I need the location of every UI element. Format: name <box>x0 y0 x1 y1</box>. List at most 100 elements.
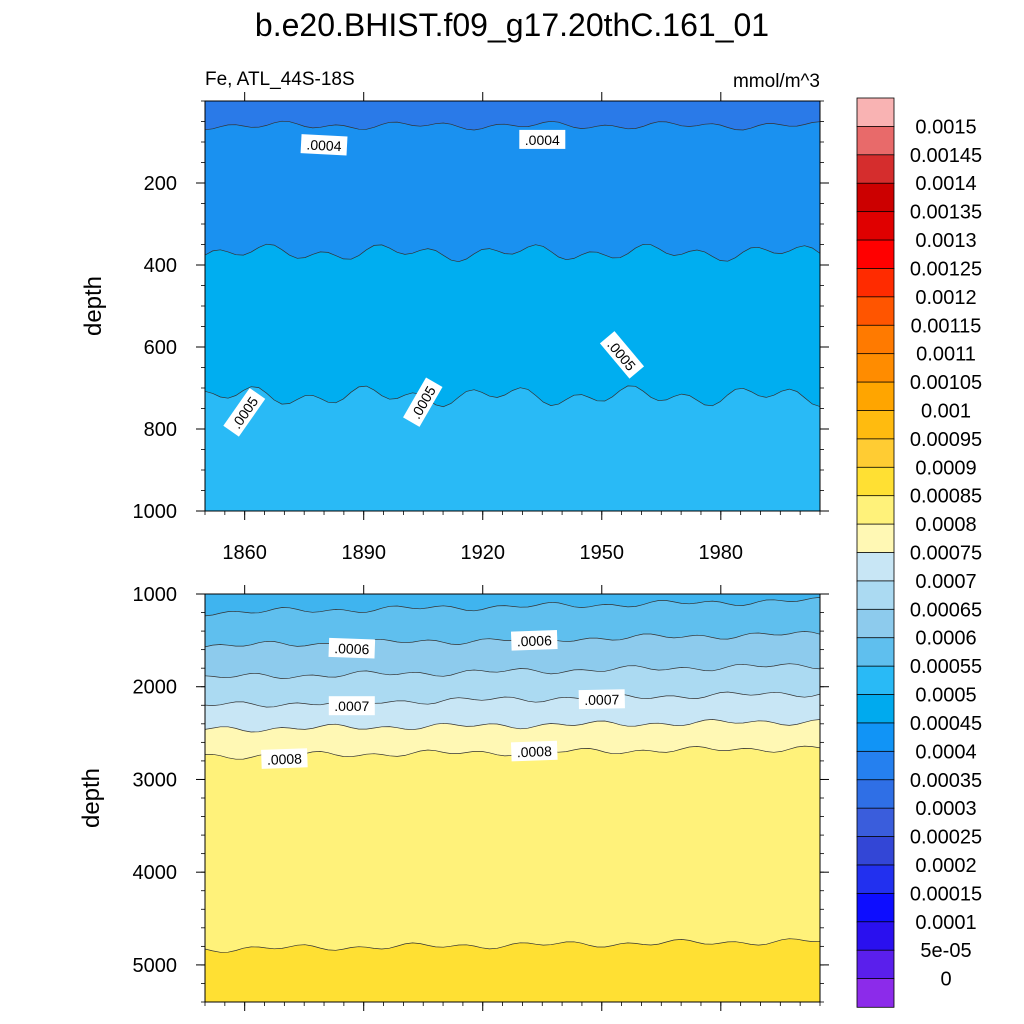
colorbar-swatch <box>856 807 895 838</box>
colorbar-swatch <box>856 182 895 213</box>
colorbar-swatch <box>856 552 895 582</box>
contour-band <box>205 938 820 1002</box>
y-tick-label: 2000 <box>133 677 178 699</box>
colorbar-level-label: 0.00065 <box>910 599 982 621</box>
colorbar-level-label: 0.00015 <box>910 883 982 905</box>
colorbar-swatch <box>856 722 895 753</box>
colorbar-level-label: 0.0006 <box>915 628 976 650</box>
colorbar-swatch <box>856 353 895 383</box>
contour-label-text: .0007 <box>334 698 369 714</box>
colorbar-level-label: 0.001 <box>921 401 971 423</box>
colorbar-swatch <box>856 921 895 951</box>
contour-label: .0008 <box>261 748 308 769</box>
contour-label: .0004 <box>519 129 566 149</box>
colorbar-swatch <box>856 466 895 497</box>
contour-line <box>205 938 820 953</box>
contour-label-bg <box>599 331 645 379</box>
y-tick-label: 1000 <box>133 501 178 523</box>
colorbar-level-label: 0.0011 <box>916 344 976 366</box>
colorbar-level-label: 0.00025 <box>910 827 982 849</box>
contour-label: .0007 <box>578 689 625 710</box>
colorbar-swatch <box>856 324 895 355</box>
colorbar-swatch <box>856 296 895 326</box>
colorbar-level-label: 0.00115 <box>911 315 982 337</box>
region-label: Fe, ATL_44S-18S <box>205 69 355 90</box>
contour-label-text: .0004 <box>525 132 560 148</box>
contour-label-bg <box>510 630 558 651</box>
colorbar-swatch <box>856 665 895 696</box>
contour-label-bg <box>519 129 566 149</box>
lower-contour-lines <box>205 597 820 953</box>
colorbar-level-label: 0.0002 <box>915 855 976 877</box>
lower-contour-fills <box>205 594 820 1002</box>
colorbar-swatch <box>856 410 895 440</box>
colorbar-swatch <box>856 750 895 781</box>
colorbar-swatch <box>856 523 895 554</box>
contour-label-bg <box>328 696 375 716</box>
contour-label: .0006 <box>328 637 376 659</box>
colorbar-level-label: 0.0015 <box>915 116 976 138</box>
upper-panel: .0004.0004.0005.0005.0005 1860 1890 1920 19… <box>80 92 829 564</box>
x-tick-label: 1950 <box>580 542 625 564</box>
colorbar-level-label: 0.0003 <box>915 798 976 820</box>
lower-y-axis-label: depth <box>78 768 105 828</box>
lower-x-ticks <box>204 585 821 1011</box>
colorbar-level-label: 0.00105 <box>910 372 982 394</box>
contour-label: .0005 <box>403 377 443 427</box>
colorbar-level-label: 0.0005 <box>915 685 976 707</box>
lower-contour-labels: .0006 .0006 .0007 .0007 .0008 .0008 <box>261 630 625 769</box>
colorbar-swatch <box>856 580 895 611</box>
contour-label-text: .0008 <box>267 750 303 767</box>
units-label: mmol/m^3 <box>733 71 820 92</box>
x-tick-label: 1980 <box>699 542 744 564</box>
colorbar-level-label: 0.00135 <box>910 202 982 224</box>
y-tick-label: 4000 <box>133 862 178 884</box>
colorbar-level-label: 0.00085 <box>910 486 982 508</box>
upper-contour-fills <box>205 101 820 511</box>
contour-label-bg <box>578 689 625 710</box>
contour-line <box>205 597 820 617</box>
contour-label-text: .0006 <box>517 632 553 649</box>
colorbar-swatch <box>856 694 895 724</box>
colorbar-level-label: 0.00095 <box>910 429 982 451</box>
contour-label-text: .0006 <box>334 640 370 657</box>
colorbar: 0.0015 0.00145 0.0014 0.00135 0.0013 0.00125 0… <box>856 97 982 1008</box>
colorbar-level-label: 0.0012 <box>915 287 976 309</box>
contour-label-bg <box>510 740 558 762</box>
chart-title: b.e20.BHIST.f09_g17.20thC.161_01 <box>255 7 769 43</box>
upper-y-ticks: 200 400 600 800 1000 <box>133 100 829 523</box>
contour-band <box>205 746 820 1002</box>
upper-contour-lines <box>205 120 820 408</box>
colorbar-swatch <box>856 836 895 866</box>
y-tick-label: 1000 <box>133 584 178 606</box>
colorbar-level-label: 0.0009 <box>915 457 976 479</box>
colorbar-level-label: 0.0014 <box>915 173 976 195</box>
contour-line <box>205 385 820 408</box>
colorbar-swatch <box>856 381 895 412</box>
contour-label: .0007 <box>328 696 375 716</box>
colorbar-swatch <box>856 495 895 525</box>
upper-y-axis-label: depth <box>80 276 107 336</box>
contour-label: .0008 <box>510 740 558 762</box>
colorbar-swatch <box>856 949 895 980</box>
colorbar-level-label: 0.00035 <box>910 770 982 792</box>
contour-line <box>205 691 820 708</box>
contour-label-text: .0007 <box>584 691 620 708</box>
colorbar-level-label: 0.00075 <box>910 543 982 565</box>
upper-x-ticks: 1860 1890 1920 1950 1980 <box>204 92 821 564</box>
colorbar-swatch <box>856 779 895 809</box>
contour-label-bg <box>261 748 308 769</box>
colorbar-swatch <box>856 978 895 1008</box>
x-tick-label: 1920 <box>460 542 505 564</box>
lower-y-ticks: 1000 2000 3000 4000 5000 <box>133 584 829 1003</box>
colorbar-swatch <box>856 637 895 667</box>
y-tick-label: 200 <box>144 173 177 195</box>
contour-line <box>205 243 820 263</box>
contour-line <box>205 663 820 679</box>
contour-line <box>205 719 820 733</box>
contour-label-text: .0008 <box>517 743 553 760</box>
colorbar-swatch <box>856 97 895 128</box>
x-tick-label: 1890 <box>341 542 386 564</box>
colorbar-swatch <box>856 892 895 923</box>
